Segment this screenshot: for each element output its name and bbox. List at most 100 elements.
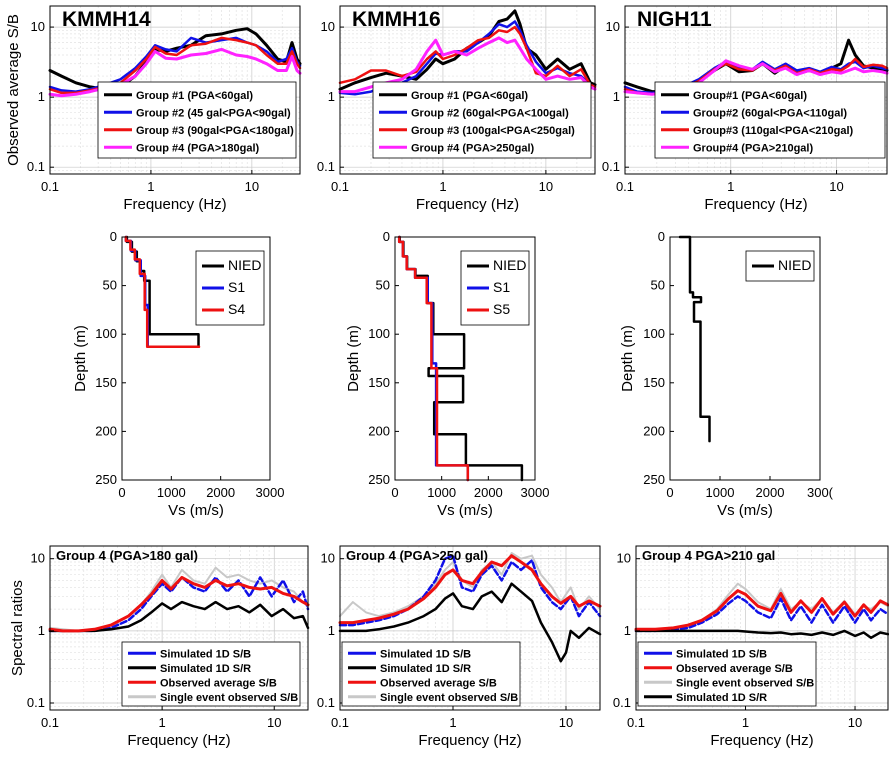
y-tick-label: 100 <box>368 326 390 341</box>
p_kmmh16_obs-panel: 0.1 1 10 0.1 1 10 Frequency (Hz) KMMH16 Group #1… <box>317 6 595 213</box>
p_kmmh14_ratio-panel: 0.1 1 10 0.1 1 10 Frequency (Hz) Spectral ratio… <box>9 546 308 749</box>
p_kmmh16_vs-panel: 0 1000 2000 3000050100150200250Vs (m/s)Dept… <box>345 229 549 519</box>
y-tick-label: 1 <box>328 89 335 104</box>
legend: Group #1 (PGA<60gal) Group #2 (45 gal<PGA… <box>98 82 296 158</box>
y-axis-label: Depth (m) <box>345 325 362 392</box>
p_kmmh14_vs-panel: 0 1000 2000 3000 0 50 100 150 200 250 Vs (m/s) Dept… <box>72 229 284 519</box>
y-axis-label: Observed average S/B <box>5 14 22 166</box>
legend-label: NIED <box>493 257 526 273</box>
legend-label: Group#2 (60gal<PGA<110gal) <box>693 107 847 119</box>
y-tick-label: 10 <box>31 19 45 34</box>
y-tick-label: 150 <box>368 375 390 390</box>
x-tick-label: 10 <box>267 715 281 730</box>
station-title: NIGH11 <box>637 8 712 31</box>
legend-label: Group #3 (90gal<PGA<180gal) <box>136 125 294 137</box>
legend-label: Simulated 1D S/B <box>160 648 251 660</box>
station-title: KMMH14 <box>62 8 151 31</box>
y-tick-label: 100 <box>95 326 117 341</box>
legend-label: Simulated 1D S/R <box>160 663 251 675</box>
y-tick-label: 0.1 <box>613 695 631 710</box>
station-title: KMMH16 <box>352 8 441 31</box>
legend-label: Simulated 1D S/B <box>676 648 767 660</box>
y-tick-label: 0.1 <box>317 695 335 710</box>
x-tick-label: 10 <box>559 715 573 730</box>
y-axis-label: Spectral ratios <box>9 580 26 676</box>
legend: Simulated 1D S/B Simulated 1D S/R Observed… <box>122 642 300 706</box>
y-tick-label: 0.1 <box>317 159 335 174</box>
p_kmmh16_ratio-panel: 0.1 1 10 0.1 1 10 Frequency (Hz) Group 4 (PGA>2… <box>317 546 600 749</box>
legend-label: Single event observed S/B <box>380 692 518 704</box>
y-tick-label: 1 <box>328 623 335 638</box>
x-tick-label: 2000 <box>206 485 235 500</box>
x-tick-label: 1 <box>439 179 446 194</box>
x-tick-label: 1 <box>727 179 734 194</box>
legend: Group #1 (PGA<60gal)Group #2 (60gal<PGA<… <box>373 82 591 158</box>
y-tick-label: 250 <box>643 472 665 487</box>
x-tick-label: 1 <box>159 715 166 730</box>
legend: NIED <box>746 251 814 281</box>
y-tick-label: 0 <box>658 229 665 244</box>
legend-label: Observed average S/B <box>160 677 277 689</box>
legend-label: Group #3 (100gal<PGA<250gal) <box>411 125 575 137</box>
legend-label: S1 <box>228 279 245 295</box>
panel-title: Group 4 (PGA>180 gal) <box>56 548 198 563</box>
y-tick-label: 250 <box>368 472 390 487</box>
y-tick-label: 150 <box>95 375 117 390</box>
legend: Group#1 (PGA<60gal) Group#2 (60gal<PGA<11… <box>655 82 885 158</box>
x-tick-label: 1000 <box>706 485 735 500</box>
p_nigh11_ratio-panel: 0.1 1 10 0.1 1 10 Frequency (Hz) Group 4 PGA>21… <box>613 546 888 749</box>
legend-label: Group#4 (PGA>210gal) <box>693 142 813 154</box>
panel-title: Group 4 (PGA>250 gal) <box>346 548 488 563</box>
legend-label: Group #4 (PGA>250gal) <box>411 142 535 154</box>
x-tick-label: 1000 <box>427 485 456 500</box>
x-axis-label: Vs (m/s) <box>168 502 224 519</box>
legend-label: Group #1 (PGA<60gal) <box>136 90 253 102</box>
x-tick-label: 2000 <box>756 485 785 500</box>
x-tick-label: 1 <box>742 715 749 730</box>
x-axis-label: Frequency (Hz) <box>416 196 519 213</box>
x-axis-label: Frequency (Hz) <box>418 732 521 749</box>
legend-label: NIED <box>228 257 261 273</box>
x-tick-label: 10 <box>848 715 862 730</box>
x-tick-label: 0.1 <box>616 179 634 194</box>
x-tick-label: 0.1 <box>331 715 349 730</box>
y-tick-label: 200 <box>643 423 665 438</box>
x-axis-label: Frequency (Hz) <box>123 196 226 213</box>
panel-title: Group 4 PGA>210 gal <box>642 548 775 563</box>
x-tick-label: 0 <box>118 485 125 500</box>
y-axis-label: Depth (m) <box>619 325 636 392</box>
y-tick-label: 50 <box>651 278 665 293</box>
x-tick-label: 3000 <box>256 485 285 500</box>
legend: Simulated 1D S/BObserved average S/BSing… <box>638 642 816 706</box>
y-tick-label: 0.1 <box>27 159 45 174</box>
legend-label: Single event observed S/B <box>676 677 814 689</box>
legend-label: Simulated 1D S/R <box>380 663 471 675</box>
legend-label: Group #4 (PGA>180gal) <box>136 142 260 154</box>
legend: NIEDS1S5 <box>461 251 529 325</box>
p_nigh11_vs-panel: 0 1000 2000 300(0 50 100 150 200 250 Vs (m/s) Dept… <box>619 229 834 519</box>
x-tick-label: 0 <box>391 485 398 500</box>
y-tick-label: 10 <box>321 551 335 566</box>
y-tick-label: 10 <box>31 551 45 566</box>
x-axis-label: Frequency (Hz) <box>127 732 230 749</box>
x-tick-label: 0.1 <box>41 179 59 194</box>
legend-label: Group#1 (PGA<60gal) <box>693 90 807 102</box>
p_nigh11_obs-panel: 0.1 1 10 0.1 1 10 Frequency (Hz) NIGH11 Group#1 … <box>602 6 887 213</box>
x-tick-label: 1 <box>449 715 456 730</box>
x-axis-label: Vs (m/s) <box>717 502 773 519</box>
x-tick-label: 10 <box>829 179 843 194</box>
y-tick-label: 1 <box>38 89 45 104</box>
y-tick-label: 10 <box>606 19 620 34</box>
x-tick-label: 1000 <box>157 485 186 500</box>
y-tick-label: 1 <box>624 623 631 638</box>
y-tick-label: 250 <box>95 472 117 487</box>
legend-label: Simulated 1D S/R <box>676 692 767 704</box>
legend-label: Simulated 1D S/B <box>380 648 471 660</box>
legend: Simulated 1D S/B Simulated 1D S/R Observed… <box>342 642 520 706</box>
y-tick-label: 200 <box>368 423 390 438</box>
y-tick-label: 1 <box>613 89 620 104</box>
legend-label: S5 <box>493 301 510 317</box>
x-tick-label: 3000 <box>521 485 550 500</box>
legend-label: NIED <box>778 257 811 273</box>
x-tick-label: 0.1 <box>627 715 645 730</box>
